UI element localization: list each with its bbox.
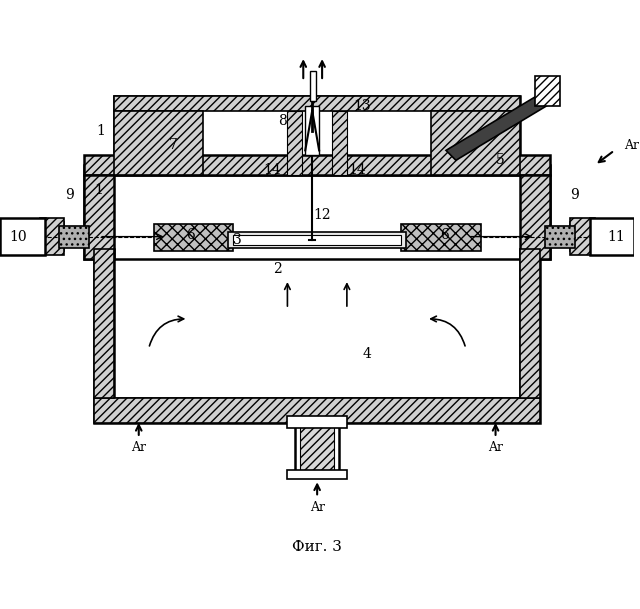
Polygon shape [94, 250, 540, 423]
Bar [589, 218, 634, 255]
Bar [84, 175, 114, 259]
Text: 4: 4 [362, 347, 371, 361]
Text: Ar: Ar [131, 441, 147, 454]
Text: Ar: Ar [310, 501, 324, 513]
Text: 2: 2 [273, 262, 282, 276]
Text: 9: 9 [570, 188, 579, 202]
Bar [114, 96, 520, 111]
Bar [305, 106, 319, 155]
Text: Ar: Ar [625, 139, 639, 152]
Text: Ar: Ar [488, 441, 503, 454]
Text: 11: 11 [607, 230, 625, 244]
Bar [84, 155, 550, 175]
Bar [94, 250, 114, 398]
Bar [287, 416, 347, 428]
Text: 8: 8 [278, 114, 287, 128]
Bar [431, 111, 520, 175]
Bar [520, 175, 550, 259]
Text: 12: 12 [314, 208, 331, 222]
Bar [570, 222, 595, 252]
Bar [310, 71, 316, 101]
Bar [545, 226, 575, 247]
Bar [535, 76, 560, 106]
Text: 1: 1 [97, 124, 106, 138]
Bar [154, 224, 233, 252]
Bar [300, 425, 334, 474]
Text: 14: 14 [264, 163, 282, 177]
Text: 10: 10 [9, 230, 27, 244]
Bar [0, 218, 45, 255]
Bar [401, 224, 481, 252]
Text: 3: 3 [234, 233, 242, 247]
Text: 5: 5 [496, 153, 505, 167]
Text: 13: 13 [353, 99, 371, 113]
Bar [114, 111, 203, 175]
Text: 9: 9 [65, 188, 74, 202]
Polygon shape [446, 91, 555, 160]
Bar [228, 231, 406, 247]
Bar [40, 218, 65, 255]
Text: Фиг. 3: Фиг. 3 [292, 540, 342, 554]
Bar [94, 398, 540, 423]
Bar [40, 222, 65, 252]
Bar [295, 423, 339, 477]
Text: 6: 6 [440, 228, 449, 242]
Bar [60, 226, 89, 247]
Bar [520, 250, 540, 398]
Bar [570, 218, 595, 255]
Bar [233, 234, 401, 245]
Bar [287, 470, 347, 479]
Text: 1: 1 [95, 183, 104, 197]
Bar [287, 111, 302, 175]
Text: 14: 14 [348, 163, 365, 177]
Bar [114, 96, 520, 175]
Bar [332, 111, 347, 175]
Text: 6: 6 [186, 228, 195, 242]
Bar [84, 165, 550, 259]
Text: 7: 7 [169, 138, 178, 152]
